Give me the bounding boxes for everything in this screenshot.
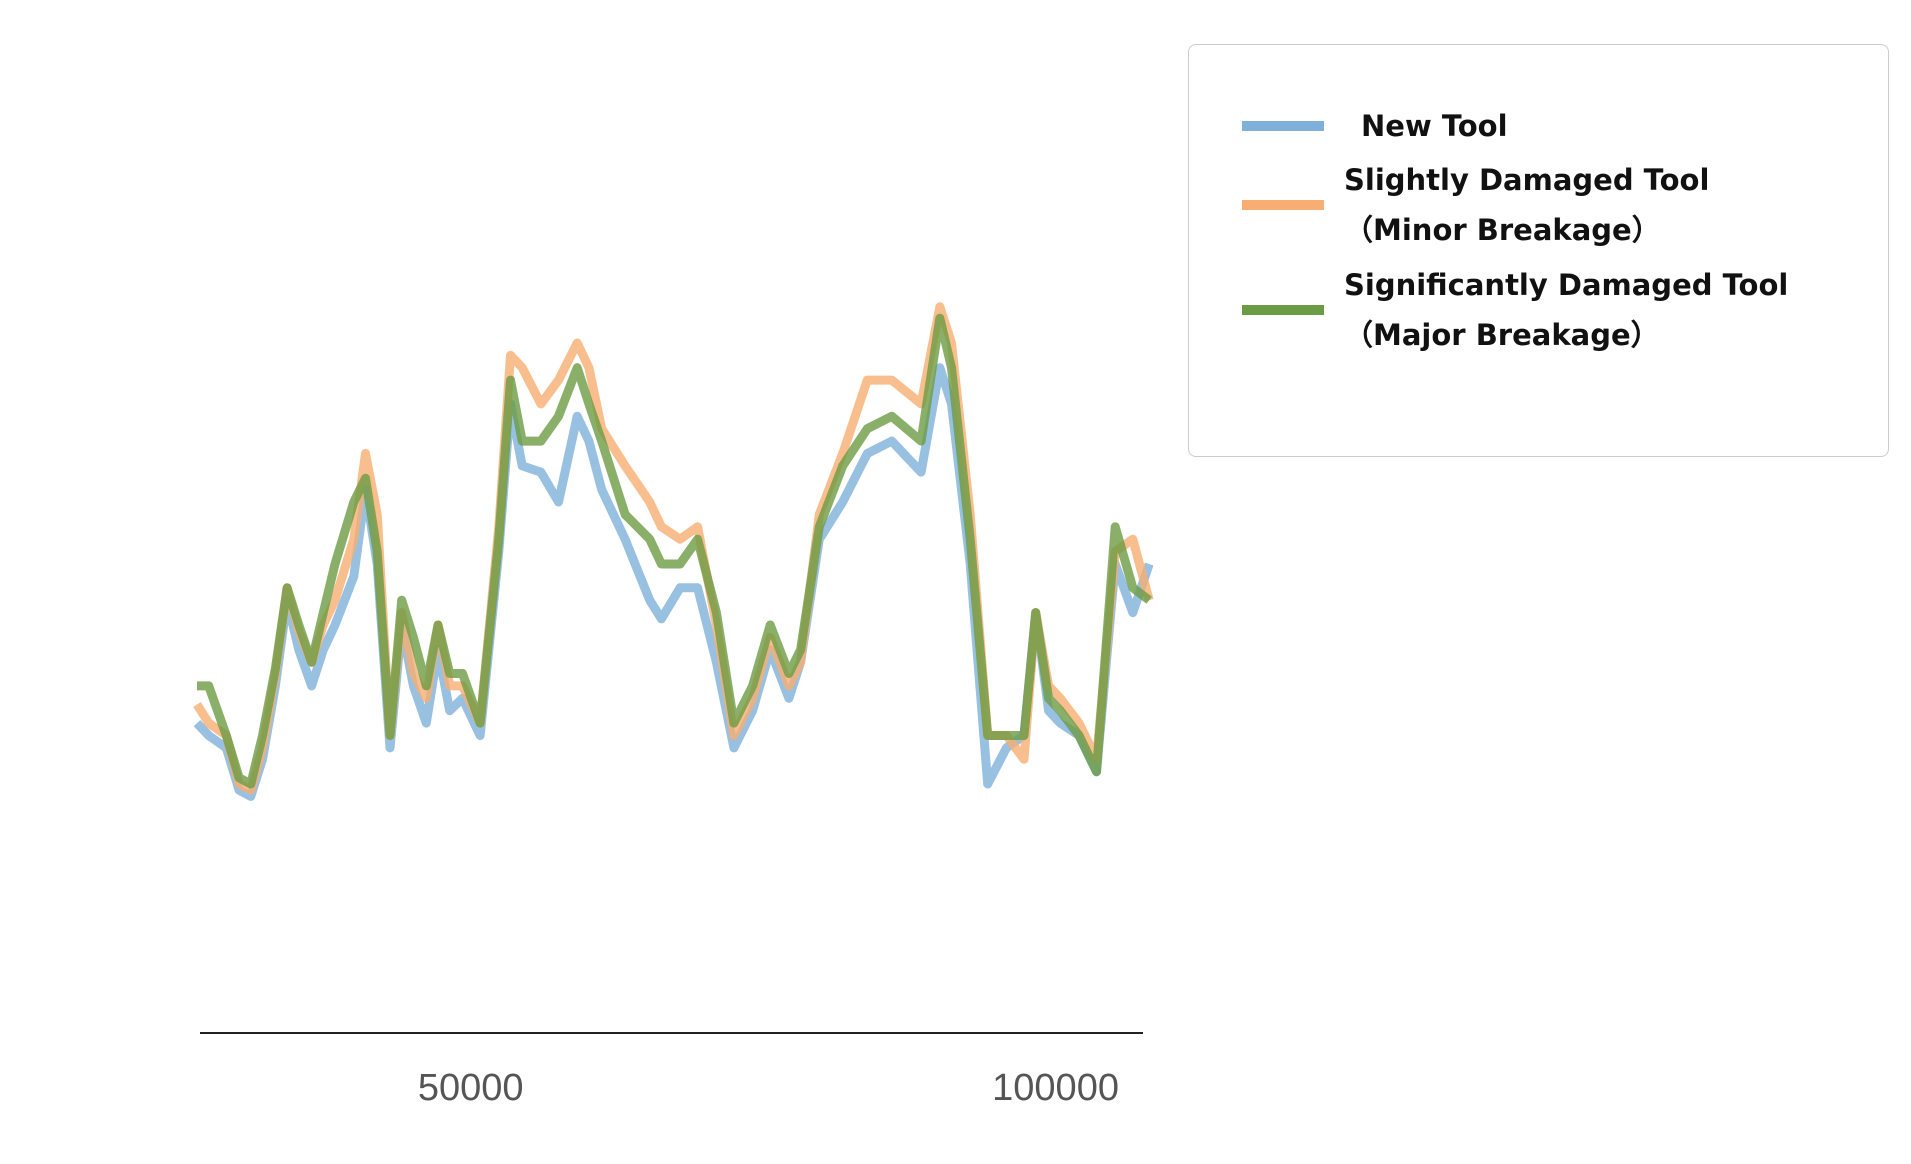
x-tick-label: 100000 xyxy=(992,1067,1119,1109)
x-tick-label: 50000 xyxy=(418,1067,524,1109)
legend-label: New Tool xyxy=(1361,109,1508,143)
legend-swatch xyxy=(1242,121,1324,131)
series-line xyxy=(197,313,1152,789)
legend-swatch xyxy=(1242,200,1324,210)
legend-swatch xyxy=(1242,305,1324,315)
series-line xyxy=(193,363,1154,801)
legend: New Tool Slightly Damaged Tool （Minor Bre… xyxy=(1188,44,1889,457)
legend-label: Slightly Damaged Tool （Minor Breakage） xyxy=(1344,163,1710,247)
legend-label: Significantly Damaged Tool （Major Breaka… xyxy=(1344,268,1789,352)
